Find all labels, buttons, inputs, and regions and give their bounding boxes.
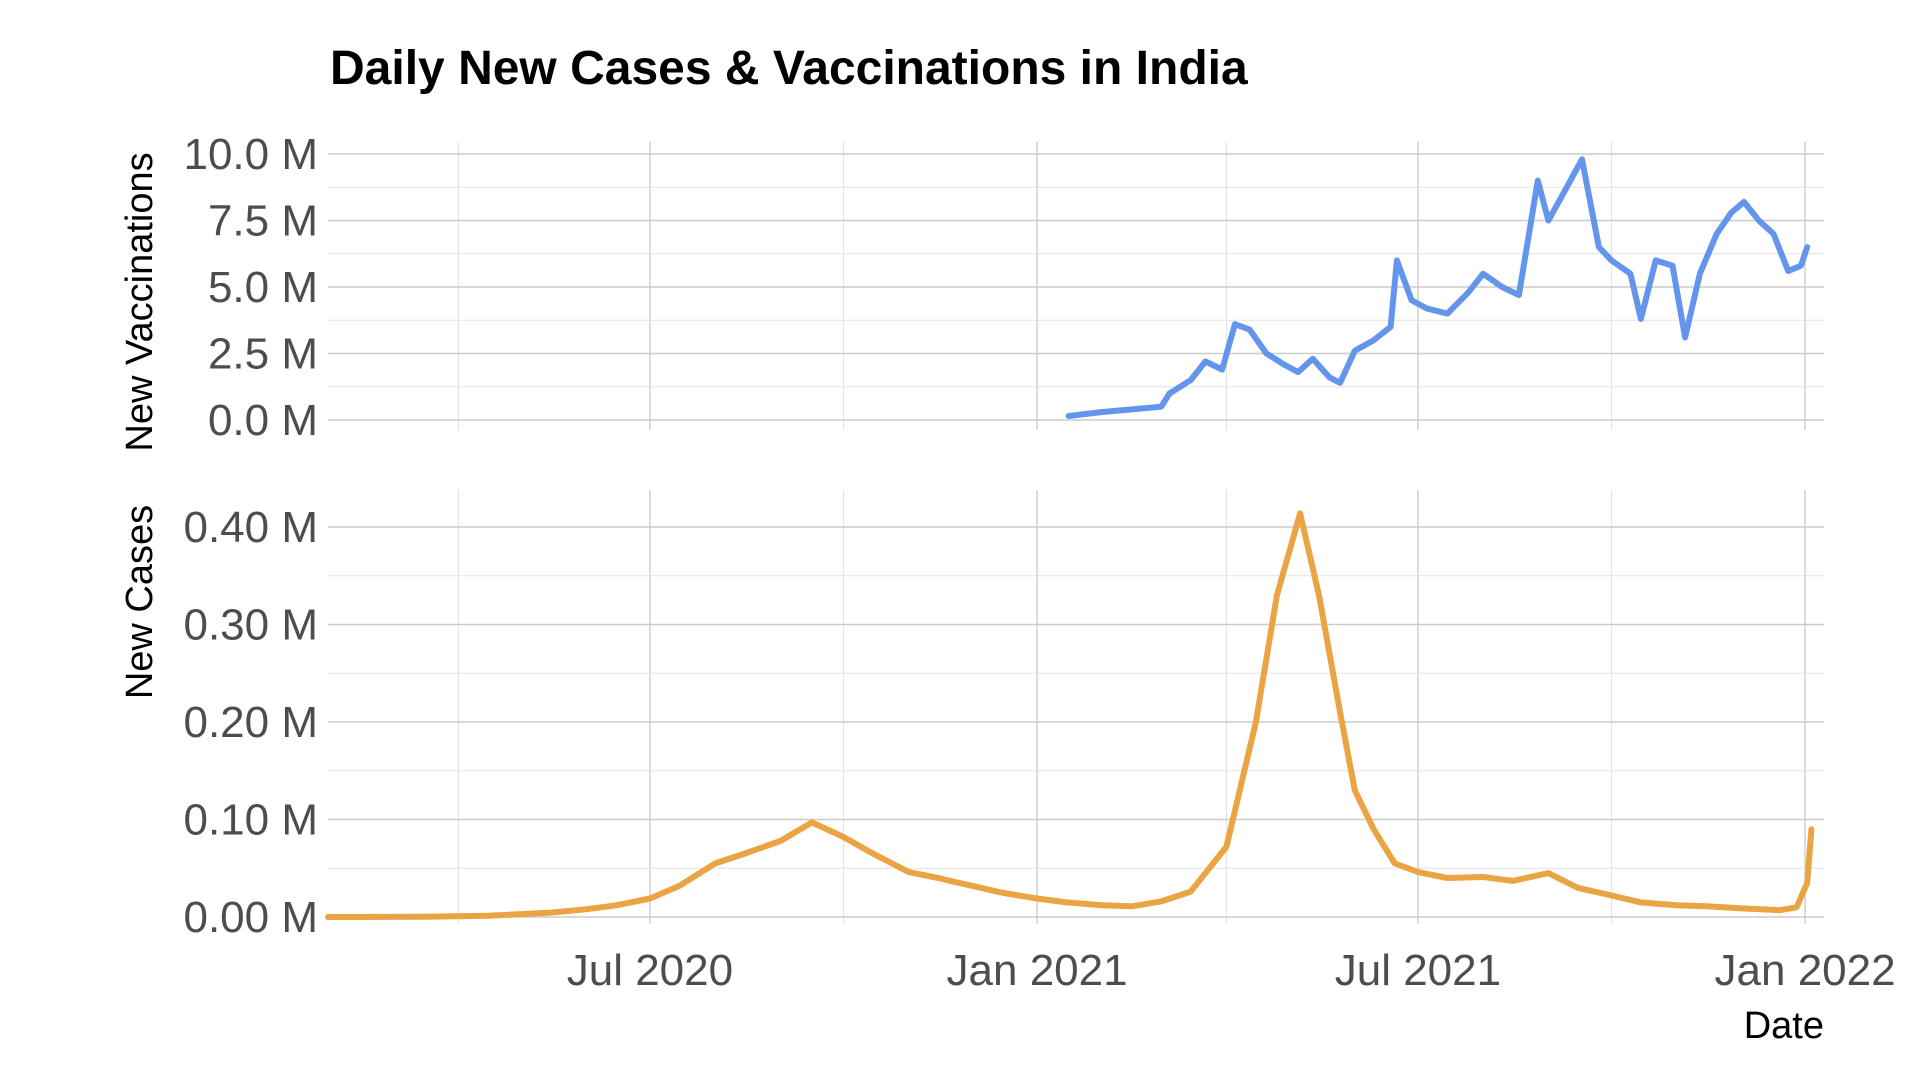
x-tick-label: Jul 2021 xyxy=(1335,946,1501,995)
x-tick-label: Jul 2020 xyxy=(567,946,733,995)
y-tick-label: 0.40 M xyxy=(183,503,318,552)
y-tick-label: 5.0 M xyxy=(208,263,318,312)
y-tick-label: 0.30 M xyxy=(183,601,318,650)
y-tick-label: 10.0 M xyxy=(183,130,318,179)
x-tick-labels: Jul 2020 Jan 2021 Jul 2021 Jan 2022 xyxy=(567,946,1896,995)
y-tick-label: 2.5 M xyxy=(208,330,318,379)
series-line xyxy=(325,510,1815,920)
panel-cases: 0.00 M 0.10 M 0.20 M 0.30 M 0.40 M New Cases xyxy=(119,490,1824,942)
series-line xyxy=(1065,156,1811,419)
y-axis-label: New Cases xyxy=(119,505,161,699)
panel-vaccinations: 0.0 M 2.5 M 5.0 M 7.5 M 10.0 M New Vaccinatio… xyxy=(119,130,1824,452)
chart-title: Daily New Cases & Vaccinations in India xyxy=(330,42,1248,95)
y-axis-label: New Vaccinations xyxy=(119,152,161,451)
x-tick-label: Jan 2022 xyxy=(1715,946,1896,995)
panels: 0.0 M 2.5 M 5.0 M 7.5 M 10.0 M New Vaccinatio… xyxy=(119,130,1824,942)
x-axis-label: Date xyxy=(1744,1005,1824,1047)
x-tick-label: Jan 2021 xyxy=(947,946,1128,995)
y-tick-label: 0.0 M xyxy=(208,396,318,445)
y-tick-label: 0.20 M xyxy=(183,698,318,747)
y-tick-label: 0.00 M xyxy=(183,893,318,942)
y-tick-label: 0.10 M xyxy=(183,796,318,845)
y-tick-label: 7.5 M xyxy=(208,197,318,246)
